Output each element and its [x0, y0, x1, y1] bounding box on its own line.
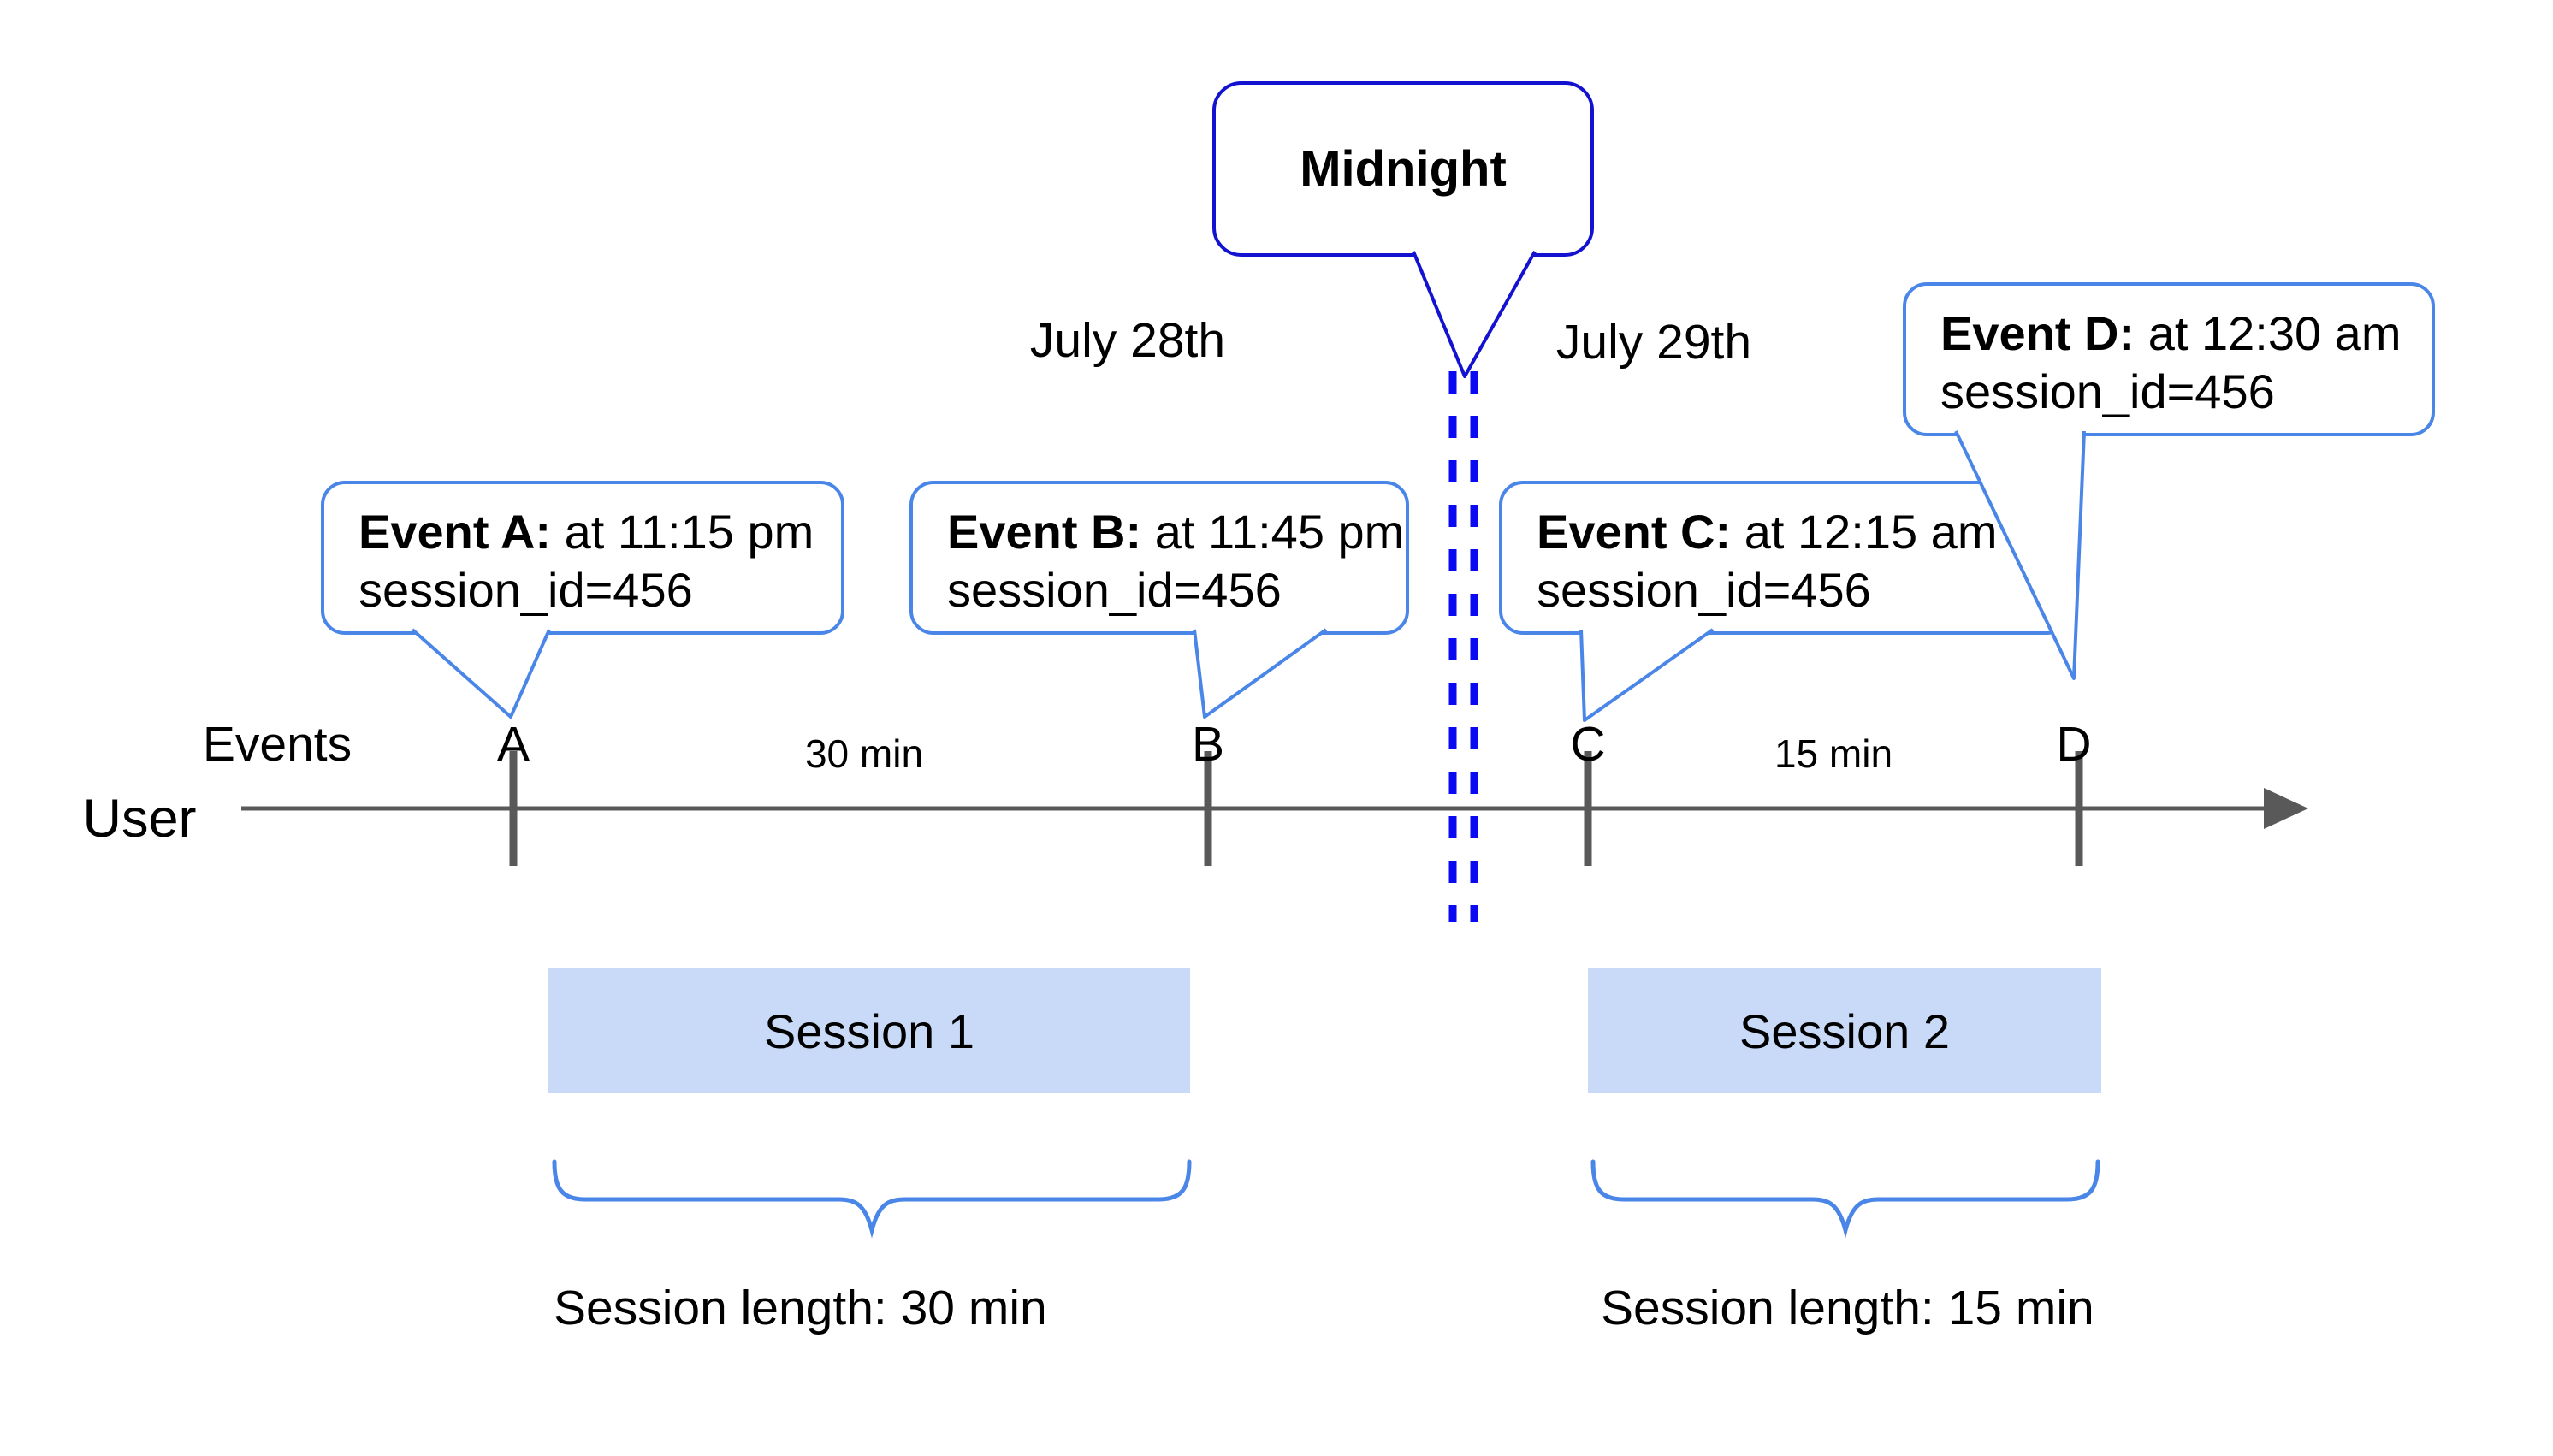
event-a-line1: Event A: at 11:15 pm: [358, 503, 832, 561]
session1-length-label: Session length: 30 min: [554, 1281, 1047, 1335]
session2-brace: [1590, 1159, 2100, 1239]
event-letter-d: D: [2056, 717, 2092, 772]
event-d-time: at 12:30 am: [2135, 306, 2402, 360]
event-a-title: Event A:: [358, 505, 552, 559]
event-d-callout: Event D: at 12:30 am session_id=456: [1903, 282, 2435, 436]
event-a-time: at 11:15 pm: [551, 505, 814, 559]
event-a-callout: Event A: at 11:15 pm session_id=456: [321, 481, 844, 635]
event-d-session: session_id=456: [1940, 364, 2275, 418]
date-july-28: July 28th: [1029, 313, 1226, 368]
session1-brace: [552, 1159, 1192, 1239]
event-b-time: at 11:45 pm: [1141, 505, 1405, 559]
user-label: User: [82, 789, 197, 849]
event-d-title: Event D:: [1940, 306, 2135, 360]
event-c-session: session_id=456: [1537, 563, 1871, 617]
event-letter-b: B: [1191, 717, 1225, 772]
event-c-title: Event C:: [1537, 505, 1732, 559]
date-july-29: July 29th: [1555, 315, 1752, 370]
event-b-session: session_id=456: [947, 563, 1282, 617]
session2-label: Session 2: [1739, 1003, 1950, 1058]
event-letter-a: A: [496, 717, 530, 772]
events-axis-label: Events: [202, 717, 352, 772]
session1-label: Session 1: [764, 1003, 974, 1058]
session2-length-label: Session length: 15 min: [1601, 1281, 2094, 1335]
session2-box: Session 2: [1588, 968, 2101, 1093]
event-a-session: session_id=456: [358, 563, 693, 617]
event-c-callout: Event C: at 12:15 am session_id=456: [1499, 481, 2070, 635]
event-letter-c: C: [1570, 717, 1606, 772]
event-c-line1: Event C: at 12:15 am: [1537, 503, 2058, 561]
event-b-callout: Event B: at 11:45 pm session_id=456: [909, 481, 1409, 635]
event-b-title: Event B:: [947, 505, 1142, 559]
interval-15min-label: 15 min: [1774, 731, 1893, 776]
event-b-line1: Event B: at 11:45 pm: [947, 503, 1404, 561]
event-c-time: at 12:15 am: [1731, 505, 1998, 559]
event-d-line1: Event D: at 12:30 am: [1940, 305, 2423, 363]
interval-30min-label: 30 min: [804, 731, 924, 776]
midnight-label: Midnight: [1300, 141, 1507, 197]
midnight-callout: Midnight: [1212, 81, 1594, 257]
session1-box: Session 1: [548, 968, 1190, 1093]
timeline-arrowhead-icon: [2264, 788, 2308, 829]
